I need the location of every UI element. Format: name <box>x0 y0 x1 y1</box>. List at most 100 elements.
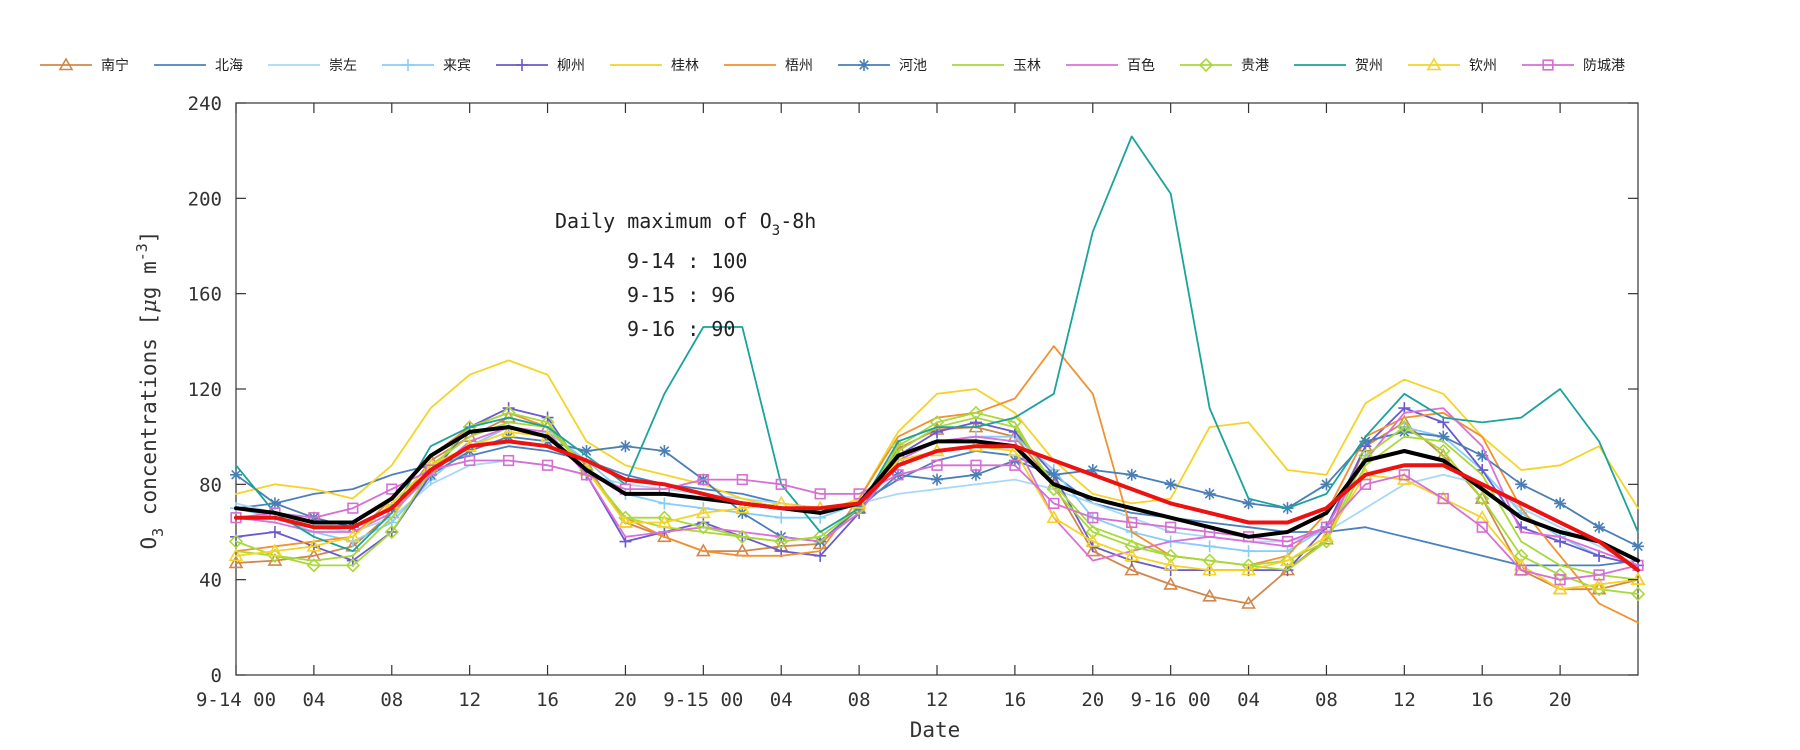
data-point-13-13 <box>695 505 711 519</box>
legend-label-10: 百色 <box>1127 57 1155 74</box>
data-point-13-26 <box>1202 562 1217 576</box>
x-tick-label-9: 08 <box>848 689 871 711</box>
data-point-14-32 <box>1437 493 1449 505</box>
legend-item-11: 贵港 <box>1180 57 1269 74</box>
data-point-14-22 <box>1048 497 1060 510</box>
data-point-14-14 <box>736 473 748 486</box>
data-point-8-33 <box>1476 449 1489 462</box>
legend-label-9: 玉林 <box>1013 58 1041 74</box>
data-point-8-31 <box>1398 425 1411 438</box>
legend-item-9: 玉林 <box>952 58 1041 74</box>
x-tick-label-1: 9-14 00 <box>196 689 276 711</box>
annotation-line-2: 9-15 : 96 <box>627 283 735 307</box>
data-point-11-16 <box>813 529 828 544</box>
data-point-14-36 <box>1593 569 1605 581</box>
y-tick-label-80: 80 <box>199 474 222 496</box>
data-point-14-20 <box>970 459 982 471</box>
data-point-13-27 <box>1241 562 1256 576</box>
data-point-8-19 <box>931 473 943 486</box>
data-point-4-12 <box>658 497 671 510</box>
legend-item-10: 百色 <box>1066 57 1155 74</box>
data-point-8-27 <box>1242 497 1255 510</box>
data-point-14-17 <box>853 488 865 500</box>
data-point-14-8 <box>503 454 515 467</box>
legend-marker-4 <box>402 59 414 71</box>
data-point-11-3 <box>306 558 322 573</box>
series-15 <box>234 425 1640 563</box>
data-point-1-16 <box>812 536 828 550</box>
legend-item-7: 梧州 <box>724 58 813 74</box>
annotation-heading: Daily maximum of O3-8h <box>555 209 816 239</box>
data-point-13-35 <box>1552 581 1568 595</box>
legend: 南宁 北海 崇左 来宾 柳州 桂林 梧州 河池 玉林 百色 贵港 贺州 钦州 防城港 <box>40 57 1625 74</box>
data-point-14-33 <box>1476 521 1488 533</box>
data-point-11-27 <box>1241 558 1256 573</box>
x-tick-label-10: 12 <box>926 689 949 711</box>
data-point-13-14 <box>734 500 750 514</box>
x-tick-label-11: 16 <box>1003 689 1026 711</box>
data-point-14-31 <box>1398 469 1410 481</box>
data-point-11-31 <box>1397 420 1412 435</box>
legend-label-2: 北海 <box>215 58 243 74</box>
data-point-14-9 <box>541 459 554 471</box>
y-tick-label-200: 200 <box>188 188 222 210</box>
data-point-8-23 <box>1086 464 1099 477</box>
data-point-1-23 <box>1085 543 1101 557</box>
legend-marker-1 <box>58 57 74 71</box>
data-point-13-28 <box>1280 552 1295 566</box>
data-point-11-4 <box>345 558 360 573</box>
data-point-1-33 <box>1474 491 1490 504</box>
data-point-13-23 <box>1085 533 1101 547</box>
legend-label-4: 来宾 <box>443 58 471 74</box>
annotation-line-1: 9-14 : 100 <box>627 249 747 273</box>
data-point-11-24 <box>1124 539 1139 554</box>
legend-item-8: 河池 <box>838 58 927 74</box>
data-point-1-27 <box>1241 595 1256 609</box>
legend-item-5: 柳州 <box>496 57 585 74</box>
data-point-8-32 <box>1437 430 1450 443</box>
legend-item-4: 来宾 <box>382 58 471 74</box>
data-point-8-22 <box>1047 468 1060 481</box>
data-point-14-5 <box>386 483 398 495</box>
series-line-6 <box>235 359 1639 514</box>
data-point-14-6 <box>425 464 437 476</box>
data-point-11-35 <box>1552 567 1568 583</box>
data-point-4-27 <box>1242 545 1255 558</box>
data-point-13-4 <box>345 529 361 543</box>
legend-marker-5 <box>516 59 528 71</box>
data-point-14-15 <box>775 478 787 490</box>
legend-marker-14 <box>1542 59 1554 71</box>
legend-label-14: 防城港 <box>1583 58 1625 74</box>
legend-item-6: 桂林 <box>610 58 699 74</box>
legend-label-11: 贵港 <box>1241 58 1269 74</box>
data-point-1-26 <box>1202 588 1217 602</box>
data-point-14-29 <box>1320 521 1333 533</box>
data-point-14-16 <box>814 488 826 500</box>
data-point-11-2 <box>267 548 283 563</box>
data-point-4-26 <box>1203 540 1216 553</box>
data-point-11-1 <box>228 534 244 549</box>
data-point-14-7 <box>464 454 476 467</box>
data-point-13-29 <box>1319 529 1334 543</box>
data-point-11-8 <box>501 405 516 420</box>
legend-marker-11 <box>1198 57 1214 73</box>
data-point-8-29 <box>1320 478 1333 491</box>
data-point-8-24 <box>1125 468 1138 481</box>
x-tick-label-5: 16 <box>536 689 559 711</box>
x-tick-label-15: 08 <box>1315 689 1338 711</box>
data-point-5-2 <box>268 526 281 538</box>
y-axis-title: O3 concentrations [μg m-3] <box>133 231 167 550</box>
legend-item-12: 贺州 <box>1294 58 1383 74</box>
y-tick-label-240: 240 <box>188 93 222 115</box>
data-point-8-26 <box>1203 487 1216 500</box>
data-point-13-22 <box>1046 510 1062 524</box>
data-point-13-36 <box>1591 576 1607 590</box>
x-tick-label-18: 20 <box>1549 689 1572 711</box>
data-point-8-25 <box>1164 478 1177 491</box>
data-point-14-34 <box>1515 564 1527 576</box>
series-6 <box>235 359 1639 514</box>
data-point-8-20 <box>969 468 982 481</box>
data-point-14-13 <box>697 473 709 486</box>
series-layer <box>228 135 1646 624</box>
data-point-11-13 <box>696 520 711 535</box>
